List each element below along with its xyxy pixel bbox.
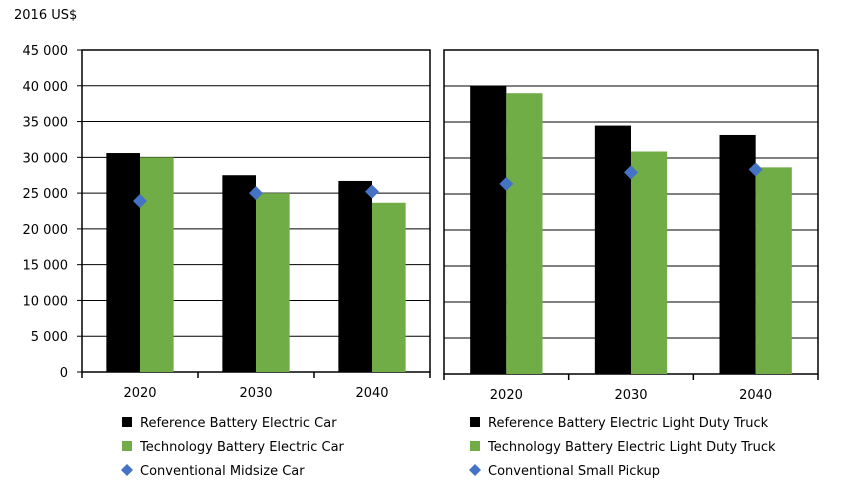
legend-diamond xyxy=(469,464,481,476)
y-tick-label: 40 000 xyxy=(23,80,69,95)
legend-swatch xyxy=(470,417,480,427)
y-axis-title: 2016 US$ xyxy=(14,8,78,23)
y-tick-label: 5 000 xyxy=(31,330,68,345)
y-tick-label: 25 000 xyxy=(23,187,69,202)
diamond-marker xyxy=(624,165,638,180)
y-tick-label: 0 xyxy=(60,366,68,381)
legend-swatch xyxy=(470,441,480,451)
x-tick-label: 2040 xyxy=(355,386,388,401)
legend-diamond xyxy=(121,464,133,476)
diamond-marker xyxy=(748,162,763,177)
bar xyxy=(222,175,256,372)
legend-label: Conventional Small Pickup xyxy=(488,464,660,479)
bar xyxy=(338,180,372,372)
bar xyxy=(372,202,406,372)
diamond-marker xyxy=(249,186,263,201)
bar xyxy=(719,134,756,374)
bar xyxy=(506,93,543,374)
bar xyxy=(755,167,792,374)
y-tick-label: 35 000 xyxy=(23,116,69,131)
x-tick-label: 2040 xyxy=(739,388,772,403)
y-tick-label: 30 000 xyxy=(23,151,69,166)
bar xyxy=(256,193,290,372)
x-tick-label: 2020 xyxy=(490,388,523,403)
bar xyxy=(594,125,631,374)
legend-label: Reference Battery Electric Car xyxy=(140,416,337,431)
bar xyxy=(631,151,668,374)
x-tick-label: 2020 xyxy=(123,386,156,401)
y-tick-label: 10 000 xyxy=(23,294,69,309)
diamond-marker xyxy=(133,193,147,208)
legend-label: Technology Battery Electric Light Duty T… xyxy=(487,440,776,455)
bar xyxy=(140,157,174,372)
legend-label: Conventional Midsize Car xyxy=(140,464,305,479)
bar xyxy=(470,86,507,374)
diamond-marker xyxy=(365,184,379,199)
legend-label: Technology Battery Electric Car xyxy=(139,440,345,455)
y-tick-label: 15 000 xyxy=(23,259,69,274)
diamond-marker xyxy=(499,176,514,191)
y-tick-label: 20 000 xyxy=(23,223,69,238)
legend-label: Reference Battery Electric Light Duty Tr… xyxy=(488,416,769,431)
legend-swatch xyxy=(122,441,132,451)
x-tick-label: 2030 xyxy=(614,388,647,403)
y-tick-label: 45 000 xyxy=(23,44,69,59)
bar xyxy=(106,153,140,372)
legend-swatch xyxy=(122,417,132,427)
x-tick-label: 2030 xyxy=(239,386,272,401)
